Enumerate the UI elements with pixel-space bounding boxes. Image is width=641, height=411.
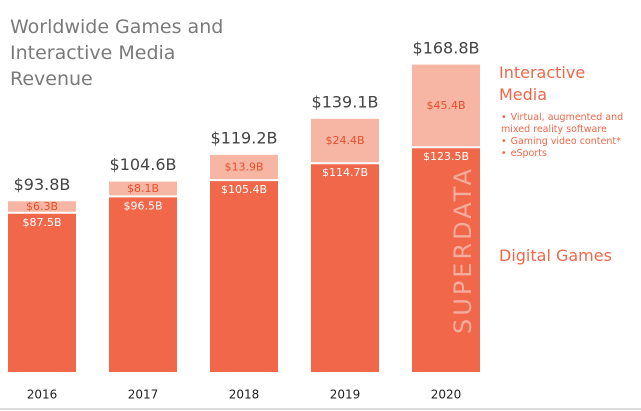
value-label: $96.5B	[123, 199, 162, 212]
bar-segment	[311, 163, 379, 372]
total-label: $104.6B	[110, 155, 177, 174]
value-label: $45.4B	[426, 99, 465, 112]
bar-segment	[109, 196, 177, 372]
watermark: SUPERDATA	[449, 166, 477, 334]
bar-segment	[311, 118, 379, 164]
bar-segment	[8, 201, 76, 213]
value-label: $114.7B	[322, 166, 368, 179]
legend-note: Virtual, augmented and mixed reality sof…	[501, 112, 636, 136]
bar-segment	[412, 64, 480, 148]
legend-notes: Virtual, augmented and mixed reality sof…	[501, 112, 636, 160]
value-label: $24.4B	[325, 134, 364, 147]
bar-segment	[412, 147, 480, 372]
value-label: $13.9B	[224, 161, 263, 174]
value-label: $87.5B	[22, 216, 61, 229]
legend-label: Digital Games	[499, 246, 612, 265]
value-label: $123.5B	[423, 150, 469, 163]
total-label: $139.1B	[312, 92, 379, 111]
x-tick-label: 2018	[229, 388, 260, 402]
total-label: $93.8B	[14, 175, 71, 194]
bar-segment	[210, 180, 278, 372]
legend-note: eSports	[501, 148, 636, 160]
legend-note: Gaming video content*	[501, 136, 636, 148]
x-tick-label: 2020	[431, 388, 462, 402]
x-tick-label: 2017	[128, 388, 159, 402]
value-label: $8.1B	[127, 182, 159, 195]
legend-label: Interactive Media	[499, 63, 586, 104]
bar-segment	[210, 154, 278, 181]
x-tick-label: 2019	[330, 388, 361, 402]
total-label: $119.2B	[211, 129, 278, 148]
value-label: $105.4B	[221, 183, 267, 196]
bar-segment	[8, 212, 76, 372]
bar-segment	[109, 181, 177, 197]
chart-title: Worldwide Games and Interactive Media Re…	[10, 16, 224, 90]
value-label: $6.3B	[26, 200, 58, 213]
x-tick-label: 2016	[27, 388, 58, 402]
total-label: $168.8B	[413, 38, 480, 57]
